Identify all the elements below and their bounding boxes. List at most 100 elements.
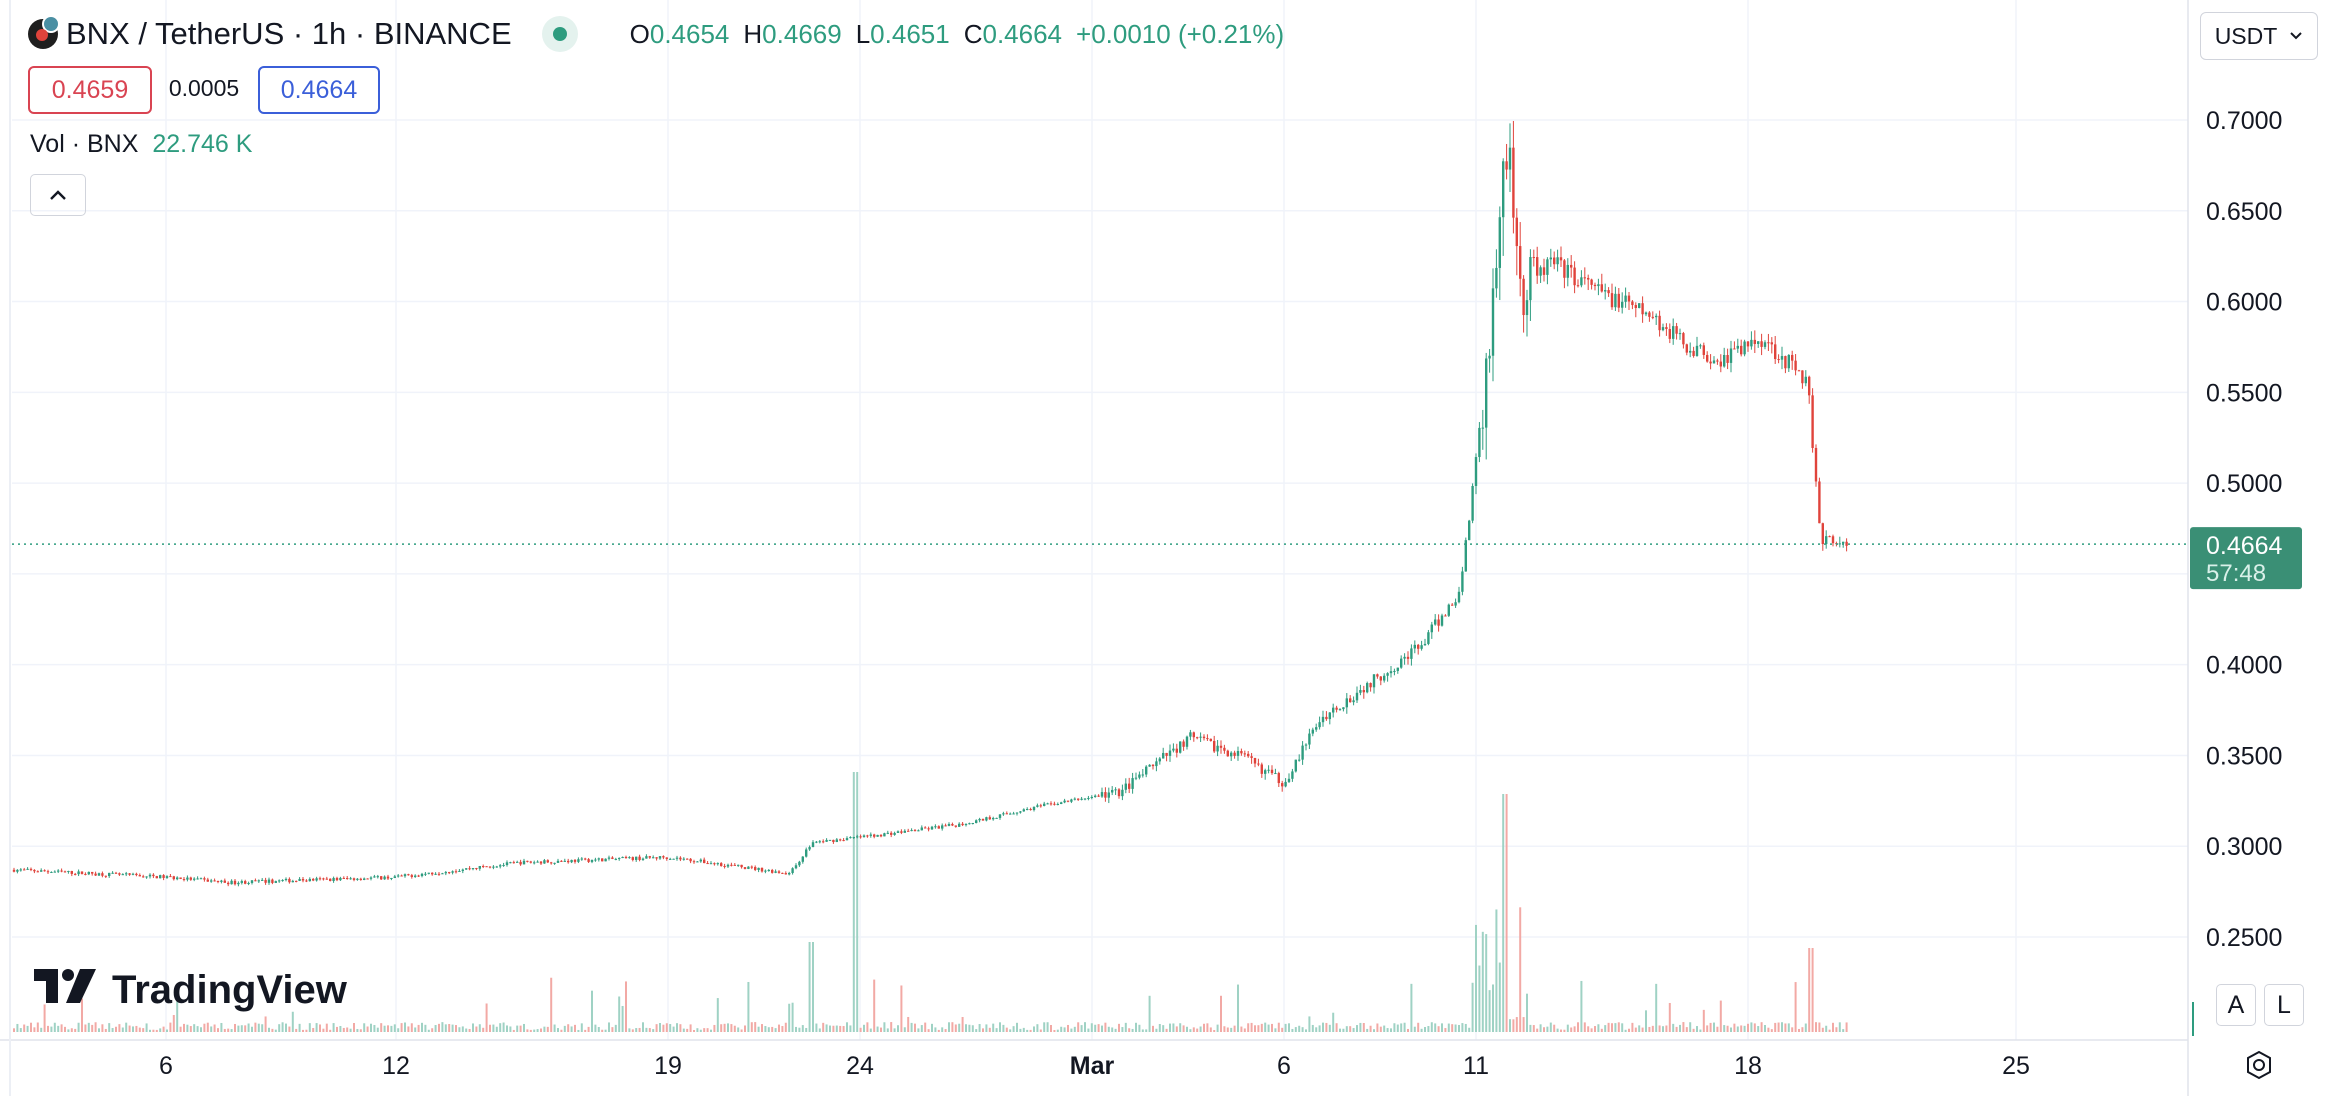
candle-body <box>94 873 97 876</box>
volume-bar <box>13 1028 15 1032</box>
candle-body <box>407 874 410 876</box>
volume-bar <box>1835 1027 1838 1032</box>
candle-body <box>70 870 73 874</box>
candle-body <box>138 875 141 877</box>
volume-bar <box>1726 1025 1729 1032</box>
candle-body <box>1012 813 1015 815</box>
candle-body <box>1590 279 1593 285</box>
volume-bar <box>852 772 855 1032</box>
candle-body <box>220 880 223 882</box>
candle-body <box>543 860 546 864</box>
volume-bar <box>1203 1023 1205 1032</box>
y-tick-label: 0.4000 <box>2206 652 2282 680</box>
auto-scale-button[interactable]: A <box>2216 984 2256 1026</box>
volume-bar <box>1665 1025 1668 1032</box>
volume-bar <box>1512 1019 1515 1032</box>
buy-price-button[interactable]: 0.4664 <box>258 66 380 114</box>
volume-bar <box>104 1028 107 1032</box>
sell-price-button[interactable]: 0.4659 <box>28 66 152 114</box>
candle-body <box>526 860 529 862</box>
candle-body <box>1549 257 1552 260</box>
volume-bar <box>210 1026 213 1032</box>
candle-body <box>866 835 869 837</box>
candle-body <box>1277 773 1280 784</box>
volume-bar <box>387 1025 389 1032</box>
volume-bar <box>1709 1022 1712 1032</box>
volume-bar <box>125 1022 128 1032</box>
volume-bar <box>900 985 903 1032</box>
volume-bar <box>1781 1022 1783 1032</box>
candle-body <box>805 849 808 857</box>
candle-body <box>679 857 682 860</box>
volume-bar <box>1390 1028 1392 1032</box>
candle-body <box>1328 712 1331 720</box>
volume-bar <box>1424 1027 1426 1032</box>
volume-bar <box>1682 1022 1685 1032</box>
candle-body <box>1400 658 1403 668</box>
candle-body <box>788 872 791 875</box>
candle-body <box>247 882 250 884</box>
candle-body <box>1073 798 1076 800</box>
settings-gear-icon[interactable] <box>2244 1050 2274 1080</box>
candle-body <box>682 858 685 860</box>
candle-body <box>1080 798 1083 800</box>
candle-body <box>1512 147 1515 218</box>
volume-bar <box>1046 1022 1049 1032</box>
volume-bar <box>1189 1029 1192 1032</box>
currency-select[interactable]: USDT <box>2200 12 2318 60</box>
volume-bar <box>1631 1022 1634 1032</box>
volume-bar <box>764 1026 767 1032</box>
volume-bar <box>434 1025 437 1032</box>
candle-body <box>1298 759 1301 761</box>
volume-bar <box>1413 1026 1416 1032</box>
log-scale-button[interactable]: L <box>2264 984 2304 1026</box>
candle-body <box>1128 783 1131 789</box>
collapse-legend-button[interactable] <box>30 174 86 216</box>
volume-bar <box>1475 924 1477 1032</box>
volume-bar <box>461 1026 464 1032</box>
candle-body <box>998 814 1002 818</box>
volume-bar <box>1645 1010 1647 1032</box>
candle-body <box>1566 264 1569 278</box>
volume-bar <box>693 1029 695 1032</box>
volume-bar <box>971 1025 974 1032</box>
volume-bar <box>893 1028 896 1032</box>
volume-bar <box>506 1025 508 1032</box>
candle-body <box>808 847 811 850</box>
candle-body <box>50 871 53 873</box>
volume-bar <box>1740 1025 1743 1032</box>
tradingview-logo[interactable]: TradingView <box>34 968 347 1013</box>
volume-bar <box>754 1022 757 1032</box>
volume-bar <box>1281 1027 1284 1032</box>
market-status-icon[interactable] <box>541 16 578 52</box>
candle-body <box>1828 536 1831 538</box>
volume-bar <box>1373 1029 1375 1032</box>
high-label: H <box>743 18 763 49</box>
time-axis: 6 12 19 24 Mar 6 11 18 25 <box>159 1052 2030 1080</box>
volume-bar <box>247 1023 250 1032</box>
price-tag-price: 0.4664 <box>2206 532 2283 560</box>
volume-bar <box>152 1029 155 1032</box>
volume-bar <box>1505 794 1508 1032</box>
volume-bar <box>856 772 859 1032</box>
candle-body <box>825 839 828 842</box>
volume-bar <box>1549 1022 1552 1032</box>
volume-bar <box>1832 1022 1834 1032</box>
candle-body <box>1818 481 1821 524</box>
volume-bar <box>1825 1025 1828 1032</box>
volume-bar <box>1379 1026 1382 1032</box>
volume-bar <box>744 1025 746 1032</box>
candle-body <box>512 862 515 864</box>
candle-body <box>961 823 964 826</box>
volume-bar <box>1250 1022 1253 1032</box>
volume-bar <box>1495 909 1498 1032</box>
candle-body <box>461 869 464 871</box>
volume-bar <box>1577 1022 1579 1032</box>
volume-bar <box>750 1022 753 1032</box>
volume-bar <box>91 1024 94 1032</box>
volume-bar <box>118 1024 121 1032</box>
symbol-title[interactable]: BNX / TetherUS · 1h · BINANCE <box>66 16 512 51</box>
volume-bar <box>315 1023 318 1032</box>
candle-body <box>1287 778 1291 782</box>
